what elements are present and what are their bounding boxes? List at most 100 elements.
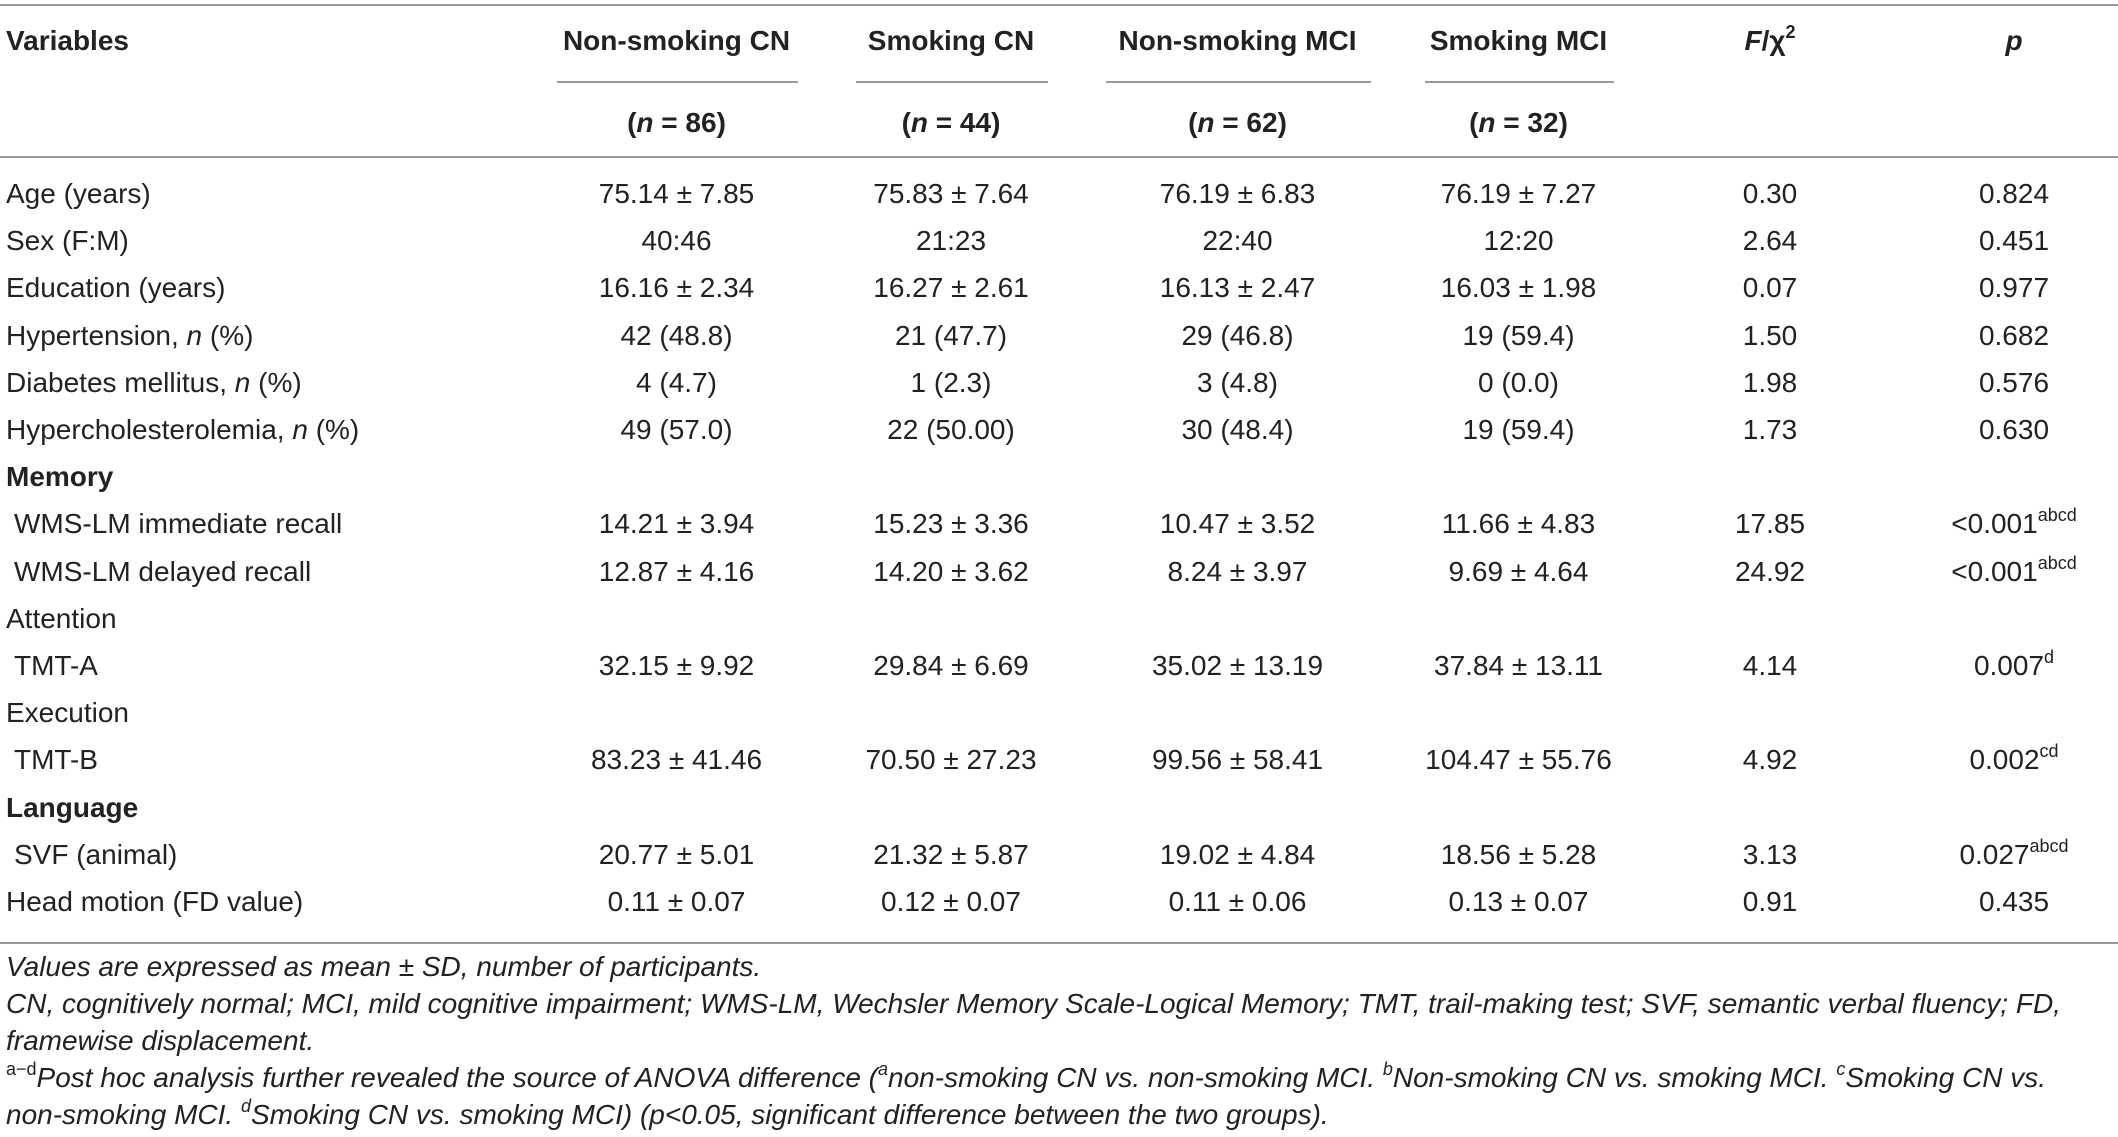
stat-cell: 4.92 — [1742, 744, 1798, 776]
stat-cell: 0.30 — [1742, 178, 1798, 209]
p-value-superscript: abcd — [2029, 835, 2069, 856]
footnote-abbreviations: CN, cognitively normal; MCI, mild cognit… — [6, 988, 2061, 1019]
group-value-cell: 22:40 — [1202, 225, 1273, 257]
group-value-cell: 16.16 ± 2.34 — [598, 272, 755, 304]
stat-cell: 3.13 — [1742, 838, 1798, 870]
header-n-nonsmoking-mci: (n = 62) — [1188, 107, 1287, 138]
p-value-cell: 0.682 — [1978, 319, 2050, 351]
row-label: Sex (F:M) — [6, 225, 129, 257]
p-value-cell: 0.002cd — [1969, 741, 2059, 776]
group-value-cell: 29 (46.8) — [1181, 319, 1294, 351]
table-footnotes: Values are expressed as mean ± SD, numbe… — [6, 948, 2106, 1133]
header-n-nonsmoking-cn: (n = 86) — [627, 107, 726, 138]
group-value-cell: 75.83 ± 7.64 — [873, 178, 1029, 209]
group-underline — [1425, 81, 1614, 83]
footnote-abbreviations-cont: framewise displacement. — [6, 1025, 315, 1056]
row-label: Hypertension, n (%) — [6, 319, 254, 351]
stat-cell: 1.98 — [1742, 366, 1798, 398]
table-row: WMS-LM immediate recall 14.21 ± 3.94 15.23… — [0, 500, 2118, 547]
group-value-cell: 19 (59.4) — [1462, 319, 1575, 351]
group-value-cell: 3 (4.8) — [1197, 366, 1278, 398]
group-value-cell: 20.77 ± 5.01 — [598, 838, 755, 870]
group-value-cell: 12:20 — [1483, 225, 1554, 257]
group-value-cell: 104.47 ± 55.76 — [1425, 744, 1612, 776]
group-value-cell: 0.12 ± 0.07 — [881, 886, 1021, 917]
group-value-cell: 10.47 ± 3.52 — [1159, 508, 1316, 540]
row-label: SVF (animal) — [14, 838, 178, 870]
group-value-cell: 35.02 ± 13.19 — [1151, 650, 1324, 681]
group-value-cell: 99.56 ± 58.41 — [1151, 744, 1324, 776]
row-label: TMT-B — [14, 744, 98, 776]
footnote-posthoc: a−dPost hoc analysis further revealed th… — [6, 1059, 2047, 1093]
group-value-cell: 75.14 ± 7.85 — [598, 178, 755, 209]
group-underline — [856, 81, 1048, 83]
group-value-cell: 11.66 ± 4.83 — [1441, 508, 1596, 540]
section-row: Execution — [0, 689, 2118, 736]
row-label: TMT-A — [14, 650, 98, 681]
group-value-cell: 70.50 ± 27.23 — [865, 744, 1037, 776]
stat-cell: 0.07 — [1742, 272, 1798, 304]
table-bottom-rule — [0, 942, 2118, 944]
header-group-smoking-cn: Smoking CN — [867, 25, 1035, 56]
table-row: Age (years) 75.14 ± 7.85 75.83 ± 7.64 76.19… — [0, 170, 2118, 217]
table-row: Sex (F:M) 40:46 21:23 22:40 12:20 2.64 0.451 — [0, 217, 2118, 264]
group-value-cell: 37.84 ± 13.11 — [1434, 650, 1603, 681]
p-value-cell: 0.977 — [1978, 272, 2050, 304]
header-group-nonsmoking-cn: Non-smoking CN — [562, 25, 791, 56]
group-value-cell: 4 (4.7) — [636, 366, 717, 398]
p-value-cell: <0.001abcd — [1951, 552, 2077, 587]
section-row: Memory — [0, 453, 2118, 500]
group-value-cell: 8.24 ± 3.97 — [1167, 555, 1308, 587]
group-value-cell: 18.56 ± 5.28 — [1440, 838, 1597, 870]
table-row: Education (years) 16.16 ± 2.34 16.27 ± 2.6… — [0, 264, 2118, 311]
table-row: SVF (animal) 20.77 ± 5.01 21.32 ± 5.87 19.0… — [0, 831, 2118, 878]
header-stat: F/χ2 — [1744, 22, 1796, 56]
header-n-smoking-cn: (n = 44) — [901, 107, 1001, 138]
footnote-values: Values are expressed as mean ± SD, numbe… — [6, 951, 762, 982]
p-value-cell: 0.630 — [1978, 414, 2050, 445]
row-label: Diabetes mellitus, n (%) — [6, 366, 302, 398]
header-n-smoking-mci: (n = 32) — [1469, 107, 1568, 138]
section-label: Memory — [6, 461, 114, 493]
group-value-cell: 21:23 — [915, 225, 987, 257]
section-label: Language — [6, 791, 139, 823]
stat-cell: 2.64 — [1742, 225, 1798, 257]
row-label: Age (years) — [6, 178, 151, 209]
table-row: Head motion (FD value) 0.11 ± 0.07 0.12 ± … — [0, 878, 2118, 925]
header-row-n: (n = 86) (n = 44) (n = 62) (n = 32) — [0, 98, 2118, 148]
group-value-cell: 14.20 ± 3.62 — [873, 555, 1029, 587]
group-value-cell: 0 (0.0) — [1478, 366, 1559, 398]
p-value-cell: 0.824 — [1978, 178, 2050, 209]
group-value-cell: 16.27 ± 2.61 — [873, 272, 1029, 304]
group-value-cell: 21 (47.7) — [894, 319, 1008, 351]
section-label: Attention — [6, 602, 117, 634]
row-label: Head motion (FD value) — [6, 886, 304, 917]
group-value-cell: 49 (57.0) — [620, 414, 733, 445]
group-value-cell: 21.32 ± 5.87 — [873, 838, 1029, 870]
group-underline — [557, 81, 798, 83]
stat-cell: 24.92 — [1734, 555, 1806, 587]
p-value-cell: 0.027abcd — [1959, 835, 2069, 870]
header-row-groups: Variables Non-smoking CN Smoking CN Non-… — [0, 16, 2118, 66]
group-value-cell: 0.11 ± 0.07 — [607, 886, 746, 917]
group-value-cell: 76.19 ± 7.27 — [1440, 178, 1597, 209]
group-value-cell: 1 (2.3) — [910, 366, 992, 398]
table-row: Hypertension, n (%) 42 (48.8) 21 (47.7) 29 … — [0, 312, 2118, 359]
stat-cell: 4.14 — [1742, 650, 1798, 681]
group-value-cell: 16.13 ± 2.47 — [1159, 272, 1316, 304]
group-value-cell: 16.03 ± 1.98 — [1440, 272, 1597, 304]
group-value-cell: 76.19 ± 6.83 — [1159, 178, 1316, 209]
stat-cell: 1.50 — [1742, 319, 1798, 351]
section-row: Attention — [0, 595, 2118, 642]
p-value-superscript: d — [2044, 647, 2055, 667]
table-row: TMT-A 32.15 ± 9.92 29.84 ± 6.69 35.02 ± 13.… — [0, 642, 2118, 689]
group-value-cell: 19.02 ± 4.84 — [1159, 838, 1316, 870]
group-value-cell: 15.23 ± 3.36 — [873, 508, 1029, 540]
stat-cell: 0.91 — [1742, 886, 1798, 917]
table-row: TMT-B 83.23 ± 41.46 70.50 ± 27.23 99.56 ± 5… — [0, 736, 2118, 783]
group-value-cell: 32.15 ± 9.92 — [598, 650, 755, 681]
row-label: WMS-LM delayed recall — [14, 555, 312, 587]
group-value-cell: 22 (50.00) — [887, 414, 1015, 445]
table-row: WMS-LM delayed recall 12.87 ± 4.16 14.20 ±… — [0, 548, 2118, 595]
header-p: p — [2005, 25, 2023, 56]
